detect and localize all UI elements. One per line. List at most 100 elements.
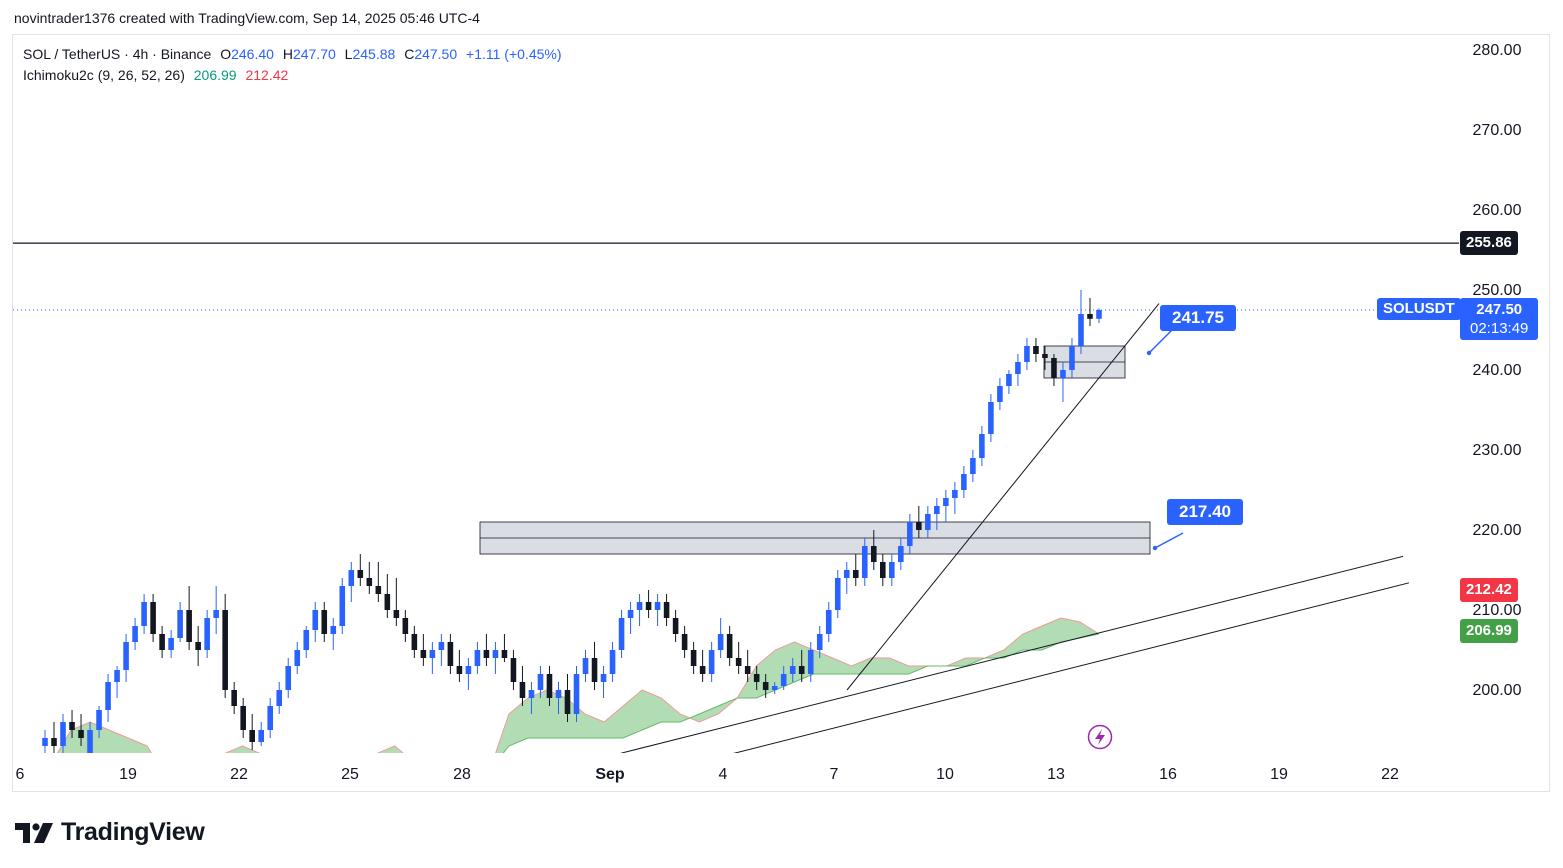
candle-body — [303, 630, 310, 650]
price-axis-tick: 280.00 — [1473, 42, 1522, 59]
candle-body — [285, 666, 292, 690]
candle-body — [429, 650, 436, 658]
candle-body — [898, 546, 904, 562]
candle-body — [889, 562, 895, 578]
candle-body — [970, 458, 976, 474]
candle-body — [861, 546, 868, 578]
trendline-channel-lower — [733, 582, 1410, 753]
last-price-tag: 247.50 02:13:49 — [1460, 298, 1539, 340]
candle-body — [222, 610, 228, 690]
candle-body — [618, 618, 625, 650]
candle-body — [726, 634, 733, 658]
candle-body — [708, 650, 715, 674]
legend-ohlc: SOL / TetherUS · 4h · Binance O246.40 H2… — [23, 46, 567, 62]
legend-high: 247.70 — [292, 46, 336, 62]
candle-body — [979, 434, 985, 458]
candle-body — [474, 650, 481, 666]
candle-body — [51, 738, 57, 746]
chart-caption: novintrader1376 created with TradingView… — [14, 10, 480, 26]
candle-body — [519, 682, 526, 698]
indicator-value-red: 212.42 — [245, 67, 289, 83]
callout-lower[interactable]: 217.40 — [1167, 499, 1243, 525]
candle-body — [1015, 362, 1021, 374]
candle-body — [870, 546, 877, 562]
candle-body — [1006, 374, 1012, 386]
price-chart[interactable]: 280.00 270.00 260.00 250.00 240.00 230.00 220.… — [13, 35, 1551, 793]
candle-body — [582, 658, 589, 674]
candle-body — [141, 602, 147, 626]
candle-body — [60, 722, 66, 746]
candle-body — [816, 634, 823, 650]
candle-body — [420, 650, 427, 658]
candle-body — [150, 602, 156, 634]
ichimoku-red-tag: 212.42 — [1460, 578, 1518, 602]
candle-body — [1042, 354, 1048, 358]
last-price: 247.50 — [1476, 301, 1523, 318]
candle-body — [357, 570, 364, 578]
callout-lower-pointer — [1154, 532, 1184, 549]
chart-frame: 280.00 270.00 260.00 250.00 240.00 230.00 220.… — [12, 34, 1550, 792]
candle-body — [591, 658, 598, 682]
candle-body — [447, 642, 454, 666]
candle-body — [1033, 346, 1039, 354]
candle-body — [1078, 314, 1084, 346]
candle-body — [1087, 314, 1093, 319]
candle-body — [627, 610, 634, 618]
time-axis-tick: 19 — [119, 766, 137, 783]
tradingview-logo[interactable]: TradingView — [15, 818, 205, 847]
candle-body — [465, 666, 472, 674]
time-axis-tick: 19 — [1270, 766, 1288, 783]
candle-body — [916, 522, 922, 530]
candle-body — [952, 490, 958, 498]
candle-body — [798, 666, 805, 674]
callout-upper-anchor — [1146, 350, 1152, 356]
candle-body — [249, 730, 255, 742]
candle-body — [339, 586, 346, 626]
candle-body — [204, 618, 210, 650]
candle-body — [880, 562, 886, 578]
candle-body — [753, 674, 760, 682]
candle-body — [312, 610, 319, 630]
price-axis-tick: 260.00 — [1473, 202, 1522, 219]
candle-body — [402, 618, 409, 634]
candle-body — [654, 602, 661, 610]
candle-body — [411, 634, 418, 650]
time-axis-tick: 4 — [719, 766, 728, 783]
candle-body — [961, 474, 967, 490]
legend-change: +1.11 (+0.45%) — [466, 46, 562, 62]
resistance-price-tag: 255.86 — [1460, 231, 1518, 255]
time-axis-tick: 10 — [936, 766, 954, 783]
candle-body — [834, 578, 841, 610]
tradingview-logo-icon — [15, 822, 53, 843]
candle-body — [240, 706, 246, 730]
legend-close-label: C — [404, 46, 415, 62]
candle-body — [609, 650, 616, 674]
callout-upper[interactable]: 241.75 — [1160, 305, 1236, 331]
candle-body — [843, 570, 850, 578]
candle-body — [483, 650, 490, 658]
ichimoku-green-tag: 206.99 — [1460, 619, 1518, 643]
legend-low-label: L — [344, 46, 353, 62]
time-axis-tick: 7 — [830, 766, 839, 783]
legend-close: 247.50 — [414, 46, 458, 62]
candle-body — [528, 690, 535, 698]
candle-body — [267, 706, 274, 730]
legend-open-label: O — [220, 46, 232, 62]
indicator-value-green: 206.99 — [193, 67, 237, 83]
time-axis-tick: 6 — [16, 766, 25, 783]
candle-body — [258, 730, 264, 742]
candle-body — [573, 674, 580, 714]
candle-body — [195, 642, 201, 650]
candle-body — [501, 650, 508, 658]
candle-body — [564, 690, 571, 714]
candle-body — [636, 602, 643, 610]
callout-lower-anchor — [1152, 545, 1158, 551]
lightning-icon-bolt — [1095, 729, 1105, 745]
candle-body — [132, 626, 138, 642]
candle-body — [330, 626, 337, 634]
candle-body — [375, 586, 382, 594]
candle-body — [1051, 358, 1057, 378]
legend-low: 245.88 — [352, 46, 396, 62]
candle-body — [771, 686, 778, 690]
candle-body — [762, 682, 769, 690]
